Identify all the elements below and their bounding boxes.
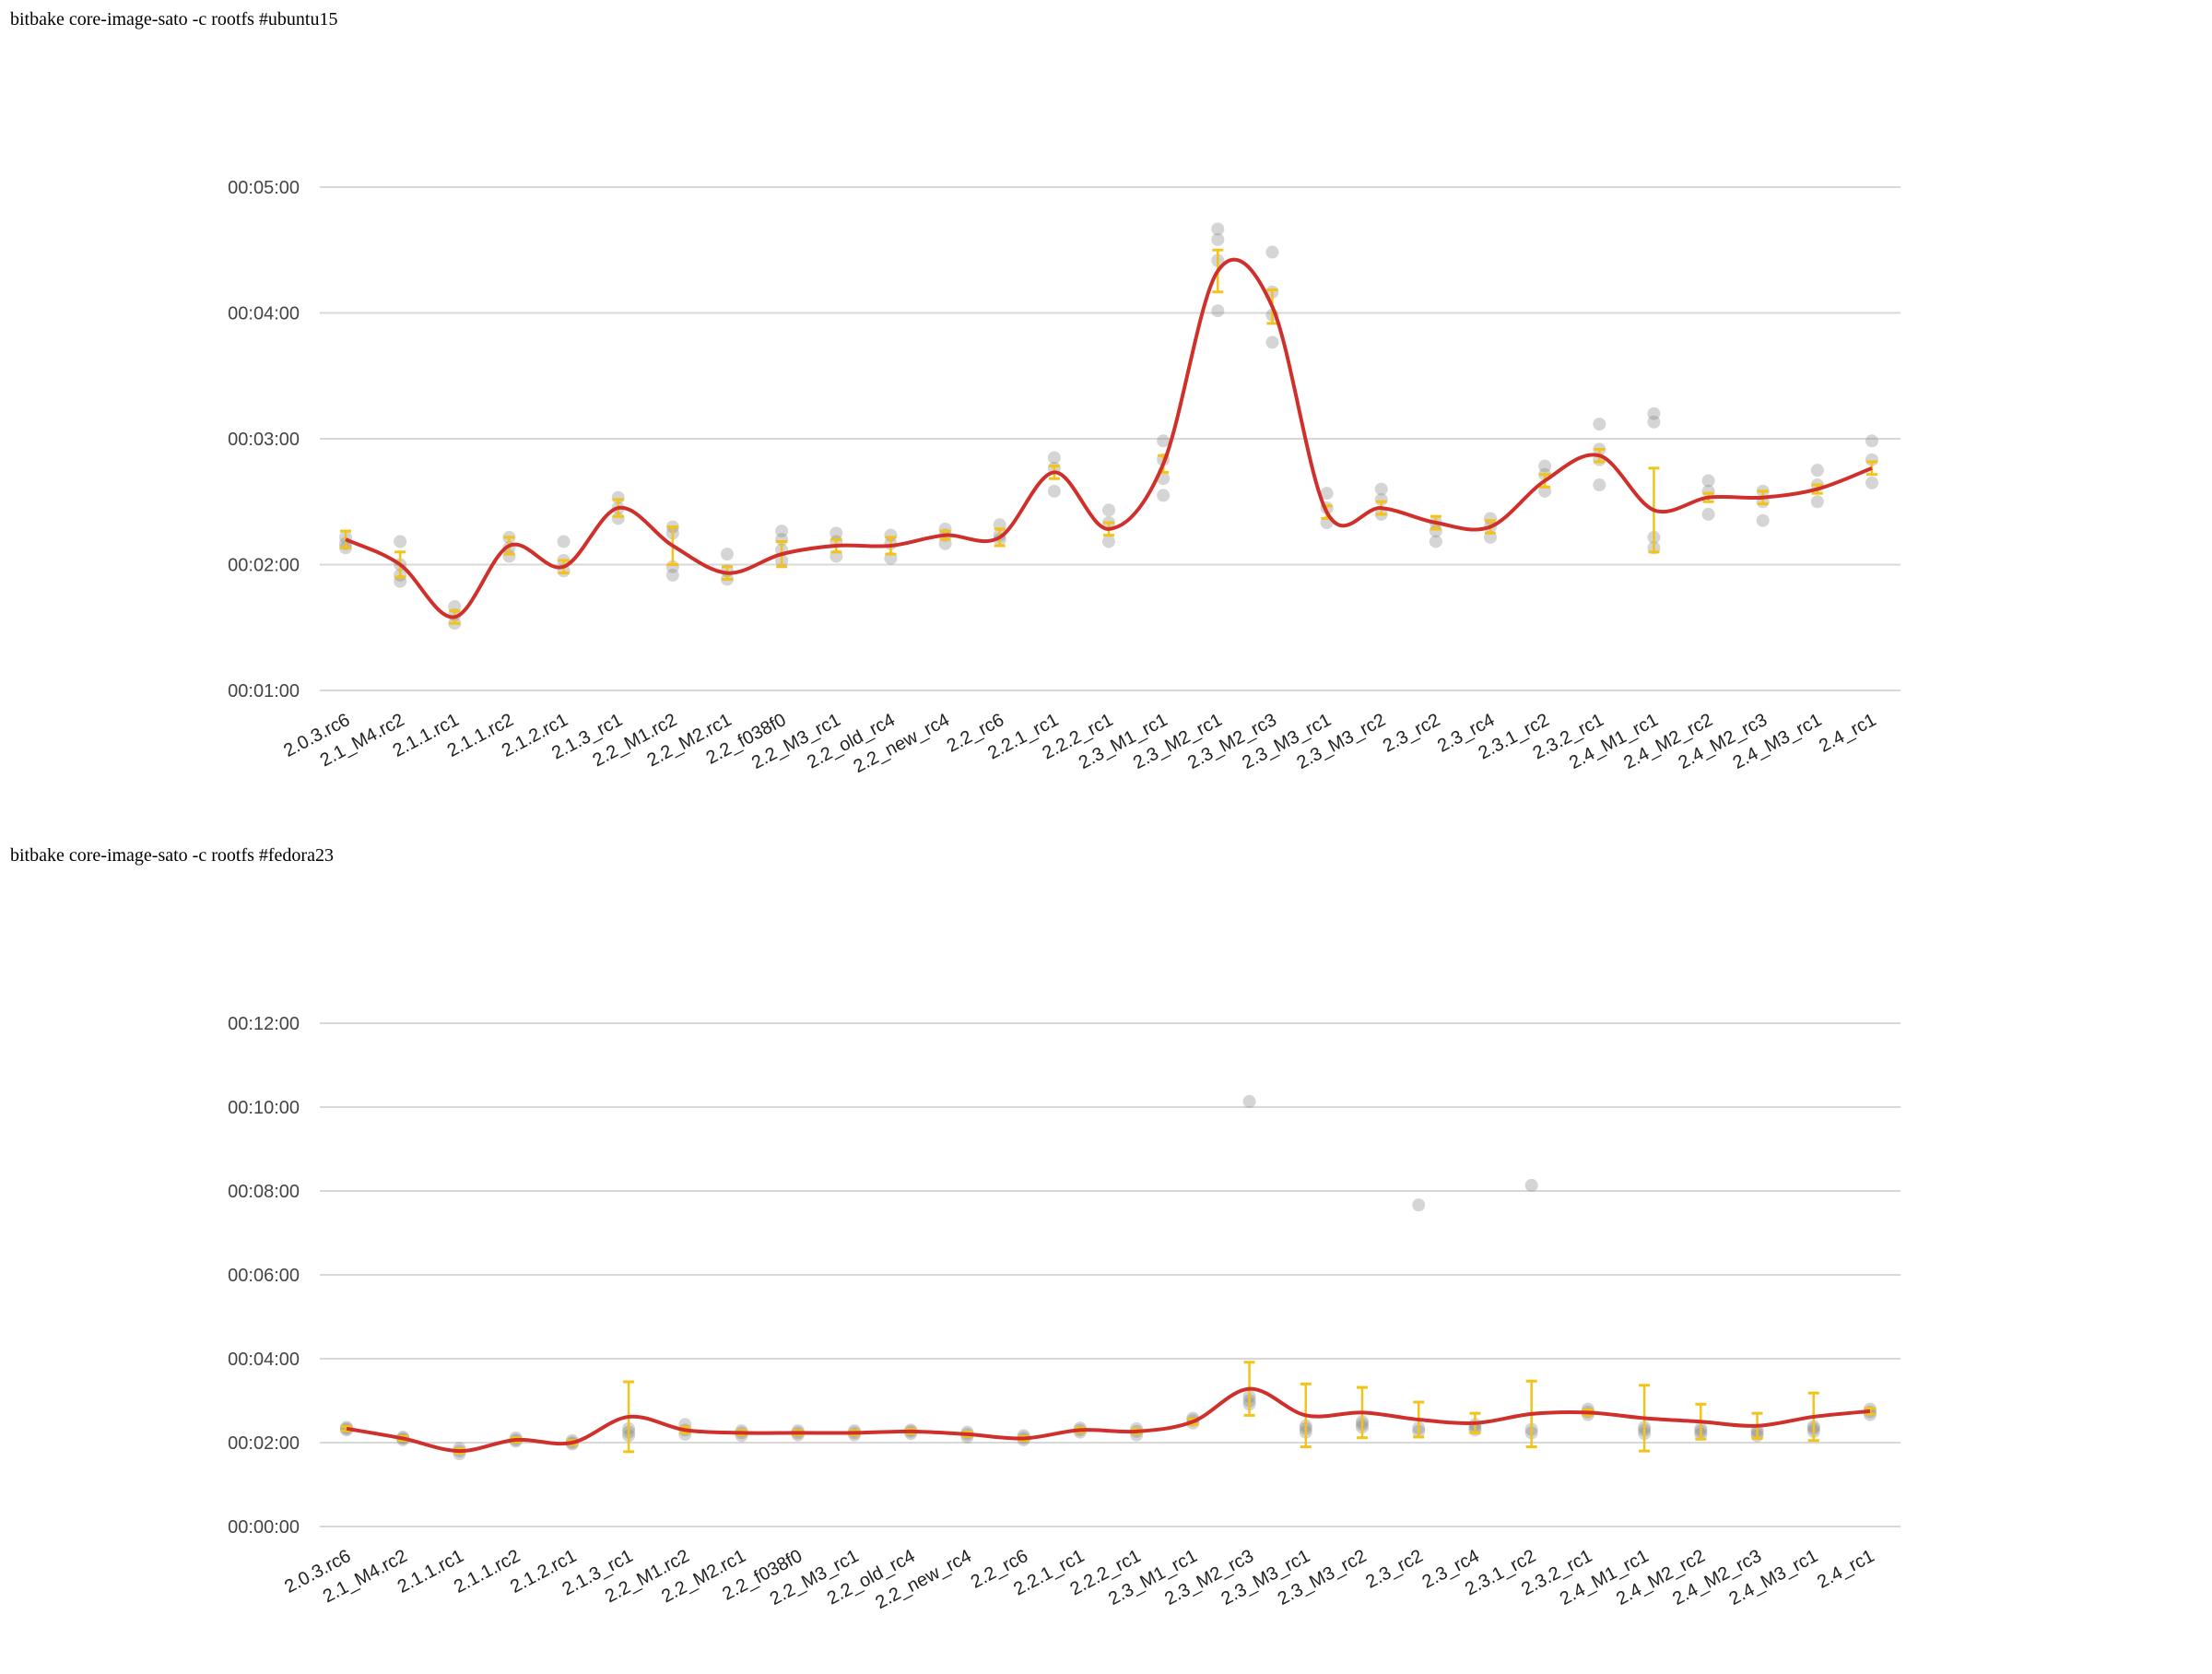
data-point (1265, 336, 1279, 349)
data-point (1047, 484, 1061, 498)
data-point (1102, 535, 1115, 548)
data-point (1429, 535, 1442, 548)
y-tick-label: 00:10:00 (228, 1098, 300, 1118)
data-point (1538, 459, 1552, 473)
y-tick-label: 00:06:00 (228, 1266, 300, 1286)
data-point (1047, 451, 1061, 465)
data-point (1265, 245, 1279, 259)
chart-title-ubuntu15: bitbake core-image-sato -c rootfs #ubunt… (10, 9, 338, 29)
data-point (1524, 1178, 1538, 1192)
x-tick-label: 2.3_rc2 (1380, 710, 1443, 757)
chart-1: 00:00:00 00:02:00 00:04:00 00:06:00 00:08:00… (228, 1014, 1900, 1613)
mean-trend-line (346, 1386, 1871, 1454)
data-point (1647, 415, 1661, 429)
chart-title-fedora23: bitbake core-image-sato -c rootfs #fedor… (10, 845, 334, 866)
data-point (1211, 232, 1225, 246)
data-point (1701, 507, 1715, 521)
data-point (1320, 487, 1334, 501)
y-tick-label: 00:12:00 (228, 1014, 300, 1034)
x-tick-label: 2.3_rc2 (1362, 1546, 1426, 1593)
data-point (394, 535, 407, 548)
data-point (1211, 222, 1225, 236)
data-point (1593, 418, 1606, 431)
y-tick-label: 00:00:00 (228, 1517, 300, 1538)
data-point (1593, 478, 1606, 492)
y-tick-label: 00:05:00 (228, 178, 300, 198)
data-point (1647, 407, 1661, 420)
y-tick-label: 00:01:00 (228, 681, 300, 701)
data-point (1756, 513, 1770, 527)
data-point (1211, 304, 1225, 318)
data-point (1810, 464, 1824, 477)
chart-0: 00:01:00 00:02:00 00:03:00 00:04:00 00:05:00… (228, 178, 1900, 777)
data-point (1157, 434, 1171, 448)
data-point (830, 526, 843, 540)
data-point (1412, 1198, 1426, 1212)
data-point (557, 535, 571, 548)
y-tick-label: 00:02:00 (228, 556, 300, 576)
data-point (1810, 495, 1824, 509)
mean-trend-line (345, 257, 1873, 619)
data-point (1242, 1094, 1256, 1108)
data-point (1865, 476, 1878, 489)
y-tick-label: 00:02:00 (228, 1433, 300, 1454)
y-tick-label: 00:04:00 (228, 304, 300, 324)
x-tick-label: 2.4_rc1 (1816, 710, 1879, 757)
x-tick-label: 2.4_rc1 (1814, 1546, 1877, 1593)
data-point (775, 525, 789, 538)
data-point (1102, 503, 1115, 517)
data-point (1374, 482, 1388, 496)
data-point (1701, 474, 1715, 488)
y-tick-label: 00:08:00 (228, 1182, 300, 1202)
data-point (665, 568, 679, 582)
y-tick-label: 00:04:00 (228, 1350, 300, 1370)
data-point (721, 548, 734, 561)
data-point (1157, 489, 1171, 502)
data-point (1865, 434, 1878, 448)
y-tick-label: 00:03:00 (228, 430, 300, 450)
